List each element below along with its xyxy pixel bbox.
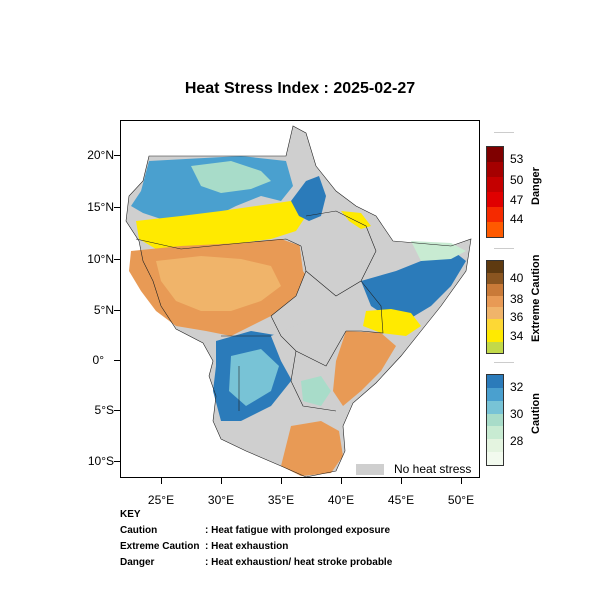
lon-tick: 50°E	[447, 493, 475, 507]
key-heading: KEY	[120, 509, 141, 520]
lat-tick: 5°S	[94, 403, 114, 417]
key-term: Caution	[120, 525, 158, 536]
colorbar-segment	[487, 318, 503, 330]
lon-tick: 35°E	[267, 493, 295, 507]
lat-tick: 5°N	[93, 303, 114, 317]
lon-tick: 30°E	[207, 493, 235, 507]
colorbar-segment	[487, 222, 503, 237]
colorbar-segment	[487, 413, 503, 427]
key-description: : Heat exhaustion	[205, 541, 289, 552]
key-term: Danger	[120, 557, 155, 568]
region-lakes-grey	[271, 321, 326, 386]
caution-colorbar	[486, 374, 504, 466]
danger-colorbar-title: Danger	[530, 167, 542, 205]
region-lake-victoria	[301, 376, 331, 406]
key-term: Extreme Caution	[120, 541, 200, 552]
region-sudan-light	[191, 161, 271, 193]
lat-tick: 10°S	[87, 454, 114, 468]
key-description: : Heat exhaustion/ heat stroke probable	[205, 557, 393, 568]
caution-tick: 32	[510, 380, 524, 394]
map-title: Heat Stress Index : 2025-02-27	[184, 80, 416, 97]
colorbar-segment	[487, 162, 503, 177]
colorbar-segment	[487, 426, 503, 440]
lat-tick: 10°N	[87, 252, 114, 266]
colorbar-segment	[487, 284, 503, 296]
no-heat-stress-legend: No heat stress	[356, 462, 476, 476]
colorbar-segment	[487, 452, 503, 465]
danger-colorbar	[486, 146, 504, 238]
region-kenya-orange	[333, 331, 396, 406]
extreme-caution-tick: 38	[510, 292, 524, 306]
region-lakes-teal	[229, 349, 279, 406]
colorbar-segment	[487, 400, 503, 414]
region-ethiopia-grey	[299, 211, 376, 296]
caution-colorbar-title: Caution	[530, 393, 542, 434]
colorbar-segment	[487, 307, 503, 319]
caution-tick: 30	[510, 407, 524, 421]
key-description: : Heat fatigue with prolonged exposure	[205, 525, 391, 536]
lat-tick: 15°N	[87, 200, 114, 214]
region-somalia-blue	[361, 249, 466, 321]
colorbar-segment	[487, 261, 503, 273]
danger-tick: 47	[510, 193, 524, 207]
region-somalia-yellow	[363, 309, 421, 336]
colorbar-segment	[487, 375, 503, 388]
country-borders	[125, 125, 472, 477]
region-orange-light	[156, 256, 281, 311]
colorbar-segment	[487, 439, 503, 453]
lat-tick: 0°	[92, 353, 104, 367]
region-tanzania-orange	[281, 421, 343, 476]
no-heat-stress-swatch	[356, 463, 384, 475]
lon-tick: 45°E	[387, 493, 415, 507]
extreme-caution-tick: 40	[510, 271, 524, 285]
caution-tick: 28	[510, 434, 524, 448]
map-frame	[120, 120, 480, 478]
region-somalia-light	[411, 241, 466, 261]
colorbar-segment	[487, 147, 503, 162]
extreme-caution-tick: 34	[510, 329, 524, 343]
extreme-caution-colorbar-title: Extreme Caution	[530, 254, 542, 342]
region-sudan-yellow	[136, 201, 306, 249]
danger-tick: 50	[510, 173, 524, 187]
danger-tick: 53	[510, 152, 524, 166]
colorbar-segment	[487, 330, 503, 342]
colorbar-segment	[487, 387, 503, 401]
heat-stress-map	[125, 125, 472, 477]
region-ethiopia-blue-rim	[291, 176, 326, 221]
colorbar-segment	[487, 295, 503, 307]
extreme-caution-tick: 36	[510, 310, 524, 324]
colorbar-segment	[487, 207, 503, 222]
danger-tick: 44	[510, 212, 524, 226]
colorbar-segment	[487, 341, 503, 353]
lon-tick: 25°E	[147, 493, 175, 507]
colorbar-segment	[487, 272, 503, 284]
lat-tick: 20°N	[87, 148, 114, 162]
colorbar-segment	[487, 192, 503, 207]
extreme-caution-colorbar	[486, 260, 504, 354]
lon-tick: 40°E	[327, 493, 355, 507]
no-heat-stress-label: No heat stress	[394, 462, 472, 476]
colorbar-segment	[487, 177, 503, 192]
